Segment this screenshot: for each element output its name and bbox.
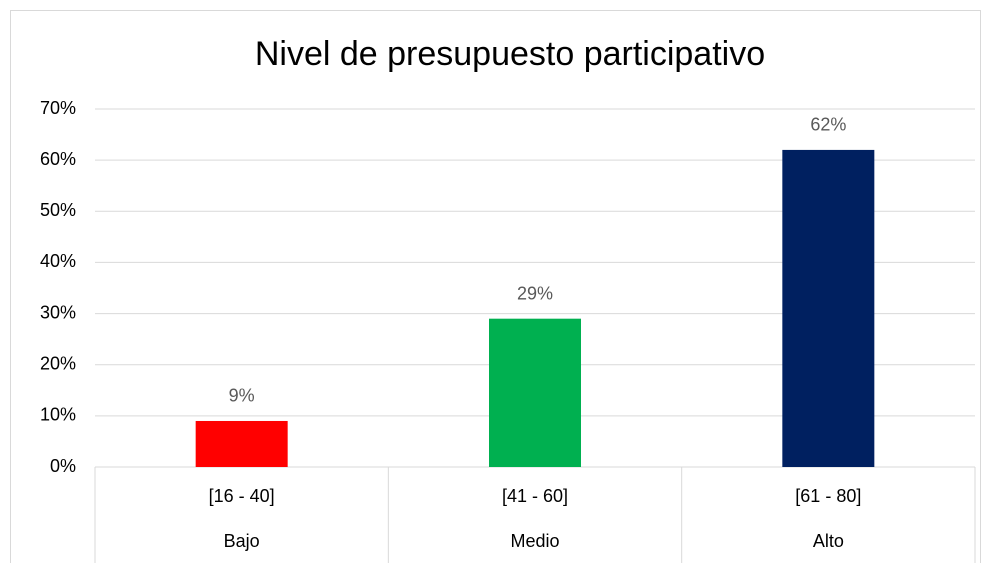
bar <box>195 420 288 467</box>
y-tick-label: 40% <box>40 251 76 271</box>
y-tick-label: 60% <box>40 149 76 169</box>
x-tick-label: [41 - 60] <box>502 486 568 506</box>
y-tick-label: 10% <box>40 405 76 425</box>
value-label: 9% <box>229 386 255 406</box>
y-tick-label: 70% <box>40 98 76 118</box>
x-group-label: Bajo <box>224 531 260 551</box>
bar <box>489 318 581 467</box>
y-tick-label: 50% <box>40 200 76 220</box>
x-group-label: Alto <box>813 531 844 551</box>
y-tick-label: 30% <box>40 302 76 322</box>
y-tick-label: 20% <box>40 353 76 373</box>
x-tick-label: [61 - 80] <box>795 486 861 506</box>
value-label: 62% <box>810 115 846 135</box>
bar <box>782 149 875 467</box>
y-tick-label: 0% <box>50 456 76 476</box>
value-label: 29% <box>517 283 553 303</box>
x-tick-label: [16 - 40] <box>209 486 275 506</box>
x-group-label: Medio <box>510 531 559 551</box>
chart-title: Nivel de presupuesto participativo <box>255 35 765 73</box>
